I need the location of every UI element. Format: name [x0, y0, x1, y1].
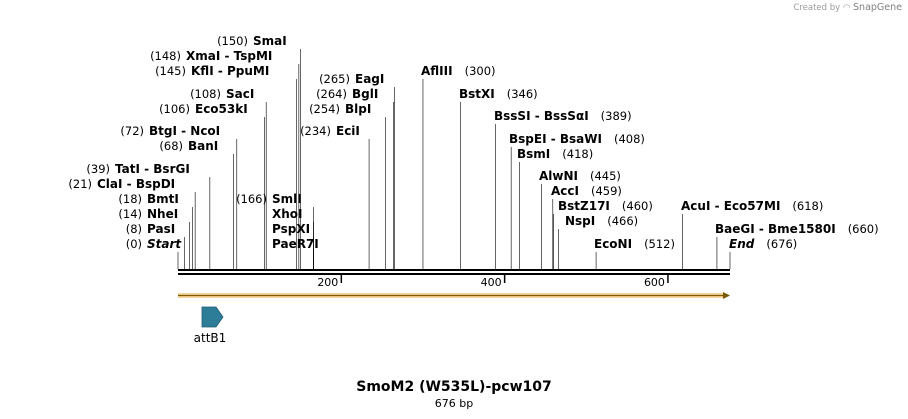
credit-prefix: Created by — [793, 3, 841, 13]
enzyme-name: BspEI - BsaWI — [509, 132, 602, 146]
site-position: (512) — [644, 237, 675, 251]
enzyme-name: BanI — [188, 139, 218, 153]
site-position: (234) — [300, 124, 331, 138]
site-position: (676) — [766, 237, 797, 251]
site-position: (21) — [68, 177, 92, 191]
enzyme-name: BssSI - BssSαI — [494, 109, 589, 123]
site-position: (14) — [118, 207, 142, 221]
site-position: (145) — [155, 64, 186, 78]
site-position: (106) — [159, 102, 190, 116]
site-position: (300) — [465, 64, 496, 78]
site-position: (108) — [190, 87, 221, 101]
enzyme-name: SmlI — [272, 192, 302, 206]
enzyme-name: BaeGI - Bme1580I — [715, 222, 836, 236]
plasmid-title: SmoM2 (W535L)-pcw107 — [356, 379, 552, 395]
enzyme-name: BlpI — [345, 102, 371, 116]
enzyme-name: SmaI — [253, 34, 287, 48]
enzyme-name: BstXI — [459, 87, 495, 101]
enzyme-name: EagI — [355, 72, 384, 86]
enzyme-name: BglI — [352, 87, 378, 101]
site-position: (0) — [126, 237, 142, 251]
enzyme-name: XmaI - TspMI — [186, 49, 272, 63]
enzyme-name: PaeR7I — [272, 237, 319, 251]
site-position: (466) — [607, 214, 638, 228]
enzyme-name: AflIII — [421, 64, 453, 78]
enzyme-name: BsmI — [517, 147, 550, 161]
enzyme-name: KflI - PpuMI — [191, 64, 269, 78]
snapgene-logo-icon: ◠ — [842, 3, 851, 13]
credit-brand: SnapGene — [853, 2, 902, 13]
enzyme-name: NheI — [147, 207, 178, 221]
site-position: (254) — [309, 102, 340, 116]
enzyme-name: BmtI — [147, 192, 179, 206]
enzyme-name: NspI — [565, 214, 595, 228]
site-position: (148) — [150, 49, 181, 63]
enzyme-name: SacI — [226, 87, 254, 101]
ruler-tick-label: 600 — [644, 276, 665, 289]
enzyme-name: PspXI — [272, 222, 310, 236]
site-position: (418) — [562, 147, 593, 161]
enzyme-name: BtgI - NcoI — [149, 124, 220, 138]
site-position: (68) — [159, 139, 183, 153]
ruler-tick-label: 400 — [481, 276, 502, 289]
site-position: (459) — [591, 184, 622, 198]
site-position: (8) — [126, 222, 142, 236]
enzyme-name: BstZ17I — [558, 199, 610, 213]
enzyme-name: AccI — [551, 184, 579, 198]
enzyme-name: Start — [147, 237, 182, 251]
enzyme-name: ClaI - BspDI — [97, 177, 175, 191]
site-position: (72) — [120, 124, 144, 138]
enzyme-name: End — [729, 237, 755, 251]
orf-arrowhead — [723, 292, 730, 299]
enzyme-name: TatI - BsrGI — [115, 162, 190, 176]
site-position: (460) — [622, 199, 653, 213]
enzyme-name: XhoI — [272, 207, 303, 221]
site-position: (346) — [507, 87, 538, 101]
enzyme-name: AlwNI — [539, 169, 578, 183]
attb1-feature-label: attB1 — [194, 331, 227, 345]
enzyme-name: Eco53kI — [195, 102, 248, 116]
enzyme-name: AcuI - Eco57MI — [681, 199, 780, 213]
site-position: (660) — [848, 222, 879, 236]
enzyme-name: EcoNI — [594, 237, 632, 251]
enzyme-name: PasI — [147, 222, 175, 236]
site-position: (445) — [590, 169, 621, 183]
attb1-feature-arrow[interactable] — [201, 306, 224, 328]
enzyme-name: EciI — [336, 124, 360, 138]
site-position: (150) — [217, 34, 248, 48]
site-position: (264) — [316, 87, 347, 101]
plasmid-size: 676 bp — [434, 397, 474, 410]
site-position: (18) — [118, 192, 142, 206]
site-position: (265) — [319, 72, 350, 86]
snapgene-credit: Created by ◠ SnapGene — [793, 2, 902, 13]
site-position: (39) — [86, 162, 110, 176]
site-position: (618) — [792, 199, 823, 213]
ruler-tick-label: 200 — [317, 276, 338, 289]
site-position: (389) — [601, 109, 632, 123]
site-position: (408) — [614, 132, 645, 146]
site-position: (166) — [236, 192, 267, 206]
